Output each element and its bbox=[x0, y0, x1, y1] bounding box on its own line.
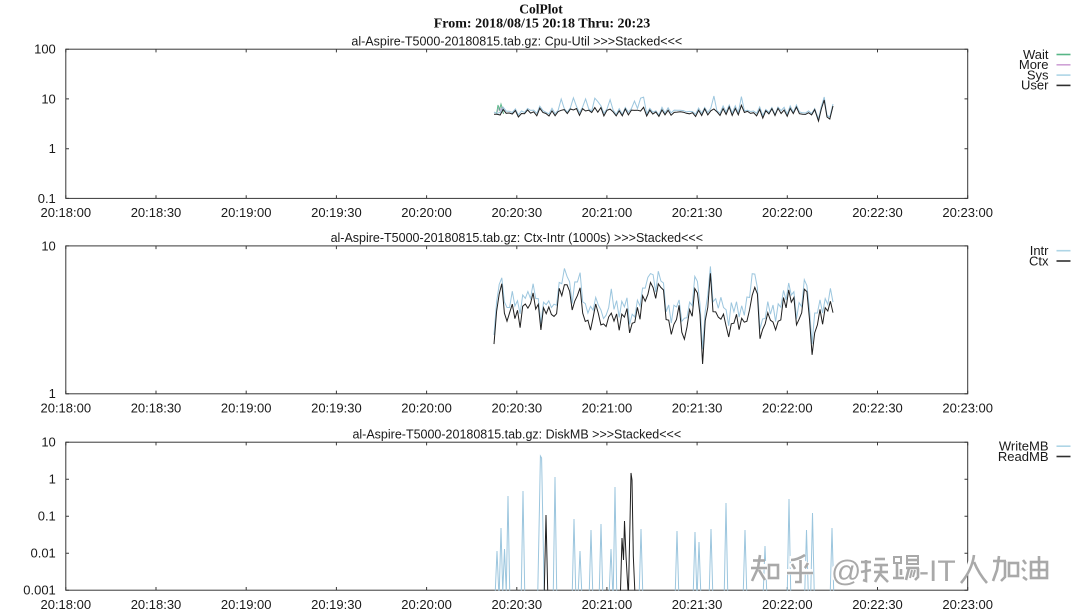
svg-text:20:19:30: 20:19:30 bbox=[311, 401, 362, 416]
svg-text:@: @ bbox=[830, 554, 859, 587]
svg-text:20:19:30: 20:19:30 bbox=[311, 205, 362, 220]
svg-text:20:22:00: 20:22:00 bbox=[762, 401, 813, 416]
svg-text:20:22:00: 20:22:00 bbox=[762, 597, 813, 612]
svg-text:1: 1 bbox=[49, 141, 56, 156]
svg-text:20:22:00: 20:22:00 bbox=[762, 205, 813, 220]
svg-text:20:19:00: 20:19:00 bbox=[221, 597, 272, 612]
svg-text:Wait: Wait bbox=[1023, 47, 1049, 62]
svg-text:Sys: Sys bbox=[1027, 67, 1049, 82]
svg-text:20:18:00: 20:18:00 bbox=[40, 205, 91, 220]
svg-text:20:18:30: 20:18:30 bbox=[131, 205, 182, 220]
svg-text:10: 10 bbox=[41, 238, 55, 253]
svg-text:-IT: -IT bbox=[919, 555, 956, 588]
svg-text:20:21:00: 20:21:00 bbox=[582, 205, 633, 220]
svg-text:20:21:30: 20:21:30 bbox=[672, 401, 723, 416]
svg-text:20:23:00: 20:23:00 bbox=[942, 597, 993, 612]
svg-text:20:19:30: 20:19:30 bbox=[311, 597, 362, 612]
svg-text:20:21:00: 20:21:00 bbox=[582, 597, 633, 612]
svg-text:20:20:30: 20:20:30 bbox=[491, 401, 542, 416]
svg-text:User: User bbox=[1021, 78, 1049, 93]
svg-text:Ctx: Ctx bbox=[1029, 253, 1049, 268]
svg-text:0.01: 0.01 bbox=[30, 546, 55, 561]
svg-text:20:18:30: 20:18:30 bbox=[131, 401, 182, 416]
svg-text:10: 10 bbox=[41, 435, 55, 450]
svg-text:20:20:30: 20:20:30 bbox=[491, 597, 542, 612]
svg-text:20:22:30: 20:22:30 bbox=[852, 401, 903, 416]
svg-text:0.1: 0.1 bbox=[38, 191, 56, 206]
svg-text:al-Aspire-T5000-20180815.tab.g: al-Aspire-T5000-20180815.tab.gz: Ctx-Int… bbox=[331, 231, 703, 245]
svg-text:1: 1 bbox=[49, 386, 56, 401]
svg-text:WriteMB: WriteMB bbox=[999, 439, 1049, 454]
svg-text:100: 100 bbox=[34, 42, 56, 57]
svg-text:20:18:30: 20:18:30 bbox=[131, 597, 182, 612]
svg-text:-IT: -IT bbox=[918, 554, 955, 587]
svg-text:20:21:00: 20:21:00 bbox=[582, 401, 633, 416]
svg-text:20:18:00: 20:18:00 bbox=[40, 597, 91, 612]
svg-text:10: 10 bbox=[41, 91, 55, 106]
svg-text:20:22:30: 20:22:30 bbox=[852, 205, 903, 220]
svg-text:0.001: 0.001 bbox=[23, 583, 56, 598]
svg-text:More: More bbox=[1019, 57, 1049, 72]
svg-text:20:20:00: 20:20:00 bbox=[401, 401, 452, 416]
svg-text:20:20:00: 20:20:00 bbox=[401, 597, 452, 612]
svg-text:20:22:30: 20:22:30 bbox=[852, 597, 903, 612]
svg-text:@: @ bbox=[831, 555, 861, 588]
svg-text:20:18:00: 20:18:00 bbox=[40, 401, 91, 416]
svg-text:al-Aspire-T5000-20180815.tab.g: al-Aspire-T5000-20180815.tab.gz: DiskMB … bbox=[352, 428, 681, 442]
svg-text:20:19:00: 20:19:00 bbox=[221, 205, 272, 220]
svg-text:20:23:00: 20:23:00 bbox=[942, 205, 993, 220]
svg-text:20:23:00: 20:23:00 bbox=[942, 401, 993, 416]
svg-text:20:21:30: 20:21:30 bbox=[672, 597, 723, 612]
svg-text:20:21:30: 20:21:30 bbox=[672, 205, 723, 220]
svg-text:20:19:00: 20:19:00 bbox=[221, 401, 272, 416]
svg-text:ColPlot: ColPlot bbox=[519, 2, 563, 17]
svg-text:al-Aspire-T5000-20180815.tab.g: al-Aspire-T5000-20180815.tab.gz: Cpu-Uti… bbox=[351, 35, 682, 49]
svg-text:ReadMB: ReadMB bbox=[998, 449, 1049, 464]
svg-text:From: 2018/08/15 20:18 Thru: 2: From: 2018/08/15 20:18 Thru: 20:23 bbox=[434, 17, 650, 32]
svg-text:Intr: Intr bbox=[1030, 243, 1049, 258]
svg-text:1: 1 bbox=[49, 472, 56, 487]
svg-text:0.1: 0.1 bbox=[38, 509, 56, 524]
svg-text:20:20:00: 20:20:00 bbox=[401, 205, 452, 220]
svg-text:20:20:30: 20:20:30 bbox=[491, 205, 542, 220]
